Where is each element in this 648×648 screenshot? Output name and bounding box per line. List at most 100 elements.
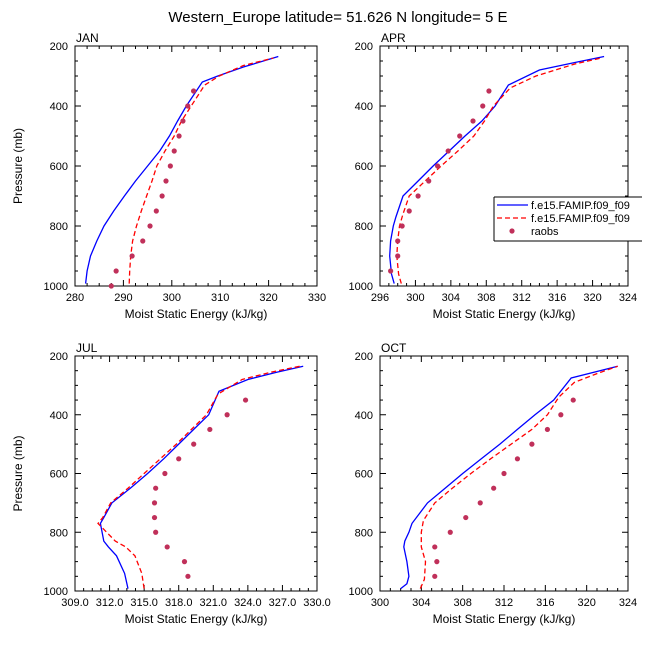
y-tick-label: 800	[355, 527, 373, 539]
raobs-point	[129, 253, 135, 259]
panel-apr: APR 296 300 304 308 312 316 320 324 200 400 600 800 1…	[349, 31, 638, 321]
raobs-point	[185, 573, 191, 579]
y-tick-label: 400	[50, 410, 68, 422]
raobs-point	[457, 133, 463, 139]
x-tick-label: 300	[163, 292, 181, 304]
raobs-point	[415, 193, 421, 199]
y-axis-label: Pressure (mb)	[11, 128, 25, 204]
y-tick-label: 600	[50, 469, 68, 481]
raobs-point	[558, 412, 564, 418]
x-tick-label: 312	[513, 292, 531, 304]
legend-box	[494, 197, 642, 241]
raobs-point	[486, 88, 492, 94]
y-tick-label: 1000	[44, 281, 68, 293]
y-tick-label: 200	[50, 351, 68, 363]
raobs-point	[185, 103, 191, 109]
x-tick-label: 321.0	[200, 597, 228, 609]
plot-frame	[74, 45, 318, 287]
x-tick-label: 296	[371, 292, 389, 304]
raobs-point	[406, 208, 412, 214]
panel-oct: OCT 300 304 308 312 316 320 324 200 400 600 800 1000…	[349, 341, 638, 626]
y-tick-label: 400	[355, 410, 373, 422]
x-tick-label: 300	[371, 597, 389, 609]
raobs-point	[399, 223, 405, 229]
legend: f.e15.FAMIP.f09_f09f.e15.FAMIP.f09_f09ra…	[493, 196, 642, 242]
y-tick-label: 600	[50, 161, 68, 173]
panel-jul: JUL 309.0 312.0 315.0 318.0 321.0 324.0 327.0 33…	[11, 341, 331, 626]
x-tick-label: 316	[548, 292, 566, 304]
x-tick-label: 318.0	[165, 597, 193, 609]
x-tick-label: 312.0	[96, 597, 124, 609]
y-tick-label: 800	[355, 221, 373, 233]
raobs-point	[432, 544, 438, 550]
raobs-point	[434, 559, 440, 565]
x-axis-label: Moist Static Energy (kJ/kg)	[433, 612, 576, 626]
x-tick-label: 280	[66, 292, 84, 304]
x-tick-label: 316	[536, 597, 554, 609]
series-line-dashed	[97, 365, 300, 589]
y-tick-label: 600	[355, 469, 373, 481]
raobs-point	[388, 268, 394, 274]
raobs-point	[162, 470, 168, 477]
raobs-point	[176, 456, 182, 462]
y-tick-label: 800	[50, 221, 68, 233]
raobs-point	[113, 268, 119, 274]
x-tick-label: 324.0	[234, 597, 262, 609]
x-tick-label: 320	[259, 292, 277, 304]
x-tick-label: 324	[619, 292, 637, 304]
x-tick-label: 309.0	[61, 597, 89, 609]
raobs-point	[514, 456, 521, 462]
x-tick-label: 327.0	[269, 597, 297, 609]
y-tick-label: 200	[355, 41, 373, 53]
raobs-point	[163, 178, 169, 184]
x-tick-label: 315.0	[130, 597, 158, 609]
raobs-point	[176, 133, 182, 139]
raobs-point	[570, 397, 576, 403]
x-tick-label: 330	[308, 292, 326, 304]
x-tick-label: 304	[442, 292, 460, 304]
plot-frame	[379, 45, 629, 287]
x-axis-label: Moist Static Energy (kJ/kg)	[125, 612, 268, 626]
y-tick-label: 400	[355, 101, 373, 113]
x-tick-label: 304	[412, 597, 430, 609]
panel-jan: JAN 280 290 300 310 320 330 200 400 600 800 1000 Moi…	[11, 31, 326, 321]
raobs-point	[153, 485, 159, 491]
series-line-solid	[99, 365, 304, 589]
y-tick-label: 200	[355, 351, 373, 363]
plot-frame	[74, 355, 318, 592]
series-line-solid	[400, 365, 618, 590]
x-axis-label: Moist Static Energy (kJ/kg)	[433, 307, 576, 321]
figure-title: Western_Europe latitude= 51.626 N longit…	[168, 9, 507, 26]
raobs-point	[153, 529, 159, 535]
panel-label: OCT	[381, 341, 407, 355]
series-line-solid	[389, 55, 605, 284]
raobs-point	[463, 514, 469, 521]
raobs-point	[140, 238, 146, 244]
raobs-point	[159, 193, 165, 199]
raobs-point	[147, 223, 153, 229]
raobs-point	[445, 148, 451, 154]
raobs-point	[108, 283, 114, 289]
raobs-point	[544, 426, 551, 433]
raobs-point	[190, 88, 197, 94]
x-axis-label: Moist Static Energy (kJ/kg)	[125, 307, 268, 321]
y-tick-label: 1000	[349, 586, 373, 598]
x-tick-label: 330.0	[303, 597, 331, 609]
legend-label: f.e15.FAMIP.f09_f09	[531, 200, 630, 212]
raobs-point	[180, 118, 186, 124]
y-tick-label: 200	[50, 41, 68, 53]
raobs-point	[224, 412, 230, 418]
raobs-point	[529, 441, 535, 447]
x-tick-label: 290	[114, 292, 132, 304]
raobs-point	[181, 559, 188, 565]
y-tick-label: 800	[50, 527, 68, 539]
raobs-point	[164, 544, 170, 550]
raobs-point	[242, 397, 249, 403]
legend-label: f.e15.FAMIP.f09_f09	[531, 213, 630, 225]
raobs-point	[395, 238, 401, 244]
raobs-point	[477, 500, 483, 506]
legend-marker-dot	[509, 228, 515, 234]
y-tick-label: 400	[50, 101, 68, 113]
raobs-point	[395, 253, 401, 259]
